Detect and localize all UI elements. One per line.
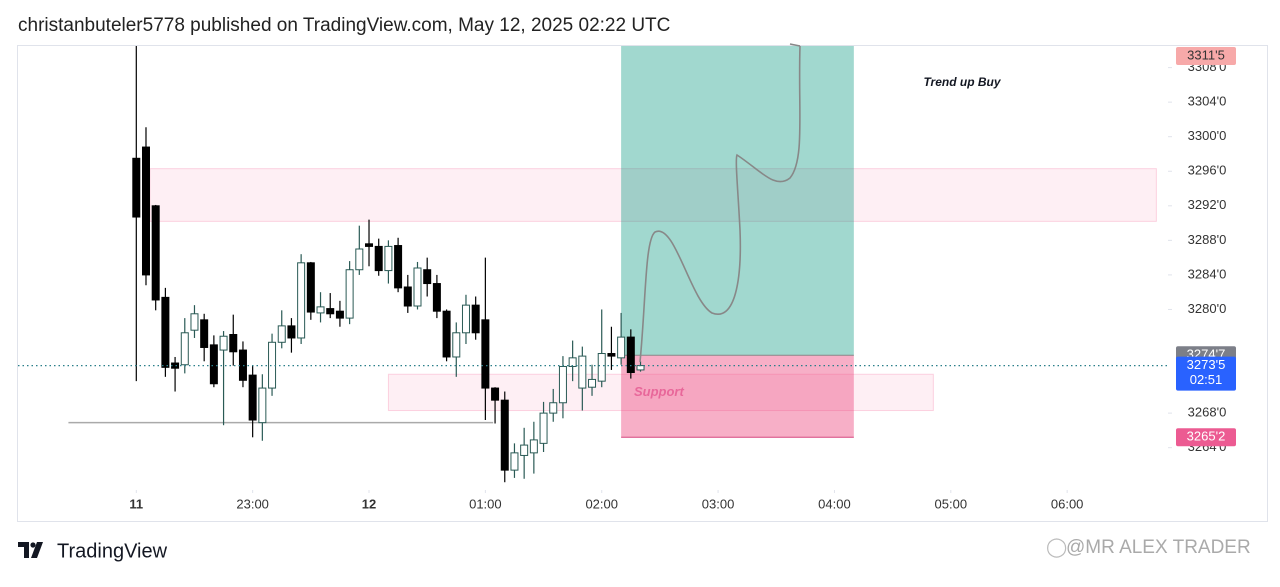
- candle-body: [365, 243, 374, 247]
- candle-body: [617, 336, 626, 359]
- watermark-icon: ◯: [1046, 537, 1067, 558]
- candle-body: [423, 269, 432, 285]
- candle-body: [491, 387, 500, 401]
- candle-body: [258, 387, 267, 424]
- candle-body: [549, 402, 558, 414]
- candle-body: [442, 310, 451, 358]
- candle-body: [229, 334, 238, 353]
- candle-body: [403, 286, 412, 307]
- stop-label: 3265'2: [1187, 429, 1226, 444]
- candle-body: [200, 319, 209, 348]
- candle-body: [452, 332, 461, 358]
- stop-label-box: [1176, 428, 1236, 447]
- y-tick-label: 3300'0: [1188, 128, 1227, 143]
- axes: 3264'03268'03280'03284'03288'03292'03296…: [129, 47, 1236, 511]
- candle-body: [209, 344, 218, 385]
- target-area: [621, 46, 854, 356]
- candle-body: [471, 304, 480, 334]
- candle-body: [597, 353, 606, 382]
- candle-body: [151, 205, 160, 301]
- candle-body: [326, 308, 335, 315]
- candle-body: [413, 267, 422, 307]
- last-price-label: 3273'5: [1187, 357, 1226, 372]
- candle-body: [180, 332, 189, 366]
- candle-body: [607, 353, 616, 357]
- candle-body: [316, 306, 325, 314]
- x-tick-label: 06:00: [1051, 496, 1084, 511]
- candle-body: [588, 378, 597, 388]
- x-tick-label: 01:00: [469, 496, 502, 511]
- candle-body: [219, 335, 228, 351]
- y-tick-label: 3268'0: [1188, 405, 1227, 420]
- x-tick-label: 23:00: [236, 496, 269, 511]
- candle-body: [161, 296, 170, 368]
- candle-body: [306, 262, 315, 313]
- brand-logo: [18, 542, 43, 558]
- last-price-box: [1176, 356, 1236, 391]
- candle-body: [248, 374, 257, 421]
- plot-area: Support Trend up Buy: [18, 46, 1168, 483]
- candle-body: [539, 412, 548, 444]
- candle-body: [297, 262, 306, 339]
- candle-body: [171, 362, 180, 369]
- y-tick-label: 3296'0: [1188, 163, 1227, 178]
- candle-body: [268, 341, 277, 389]
- x-tick-label: 02:00: [585, 496, 618, 511]
- candle-body: [141, 146, 150, 276]
- y-tick-label: 3288'0: [1188, 232, 1227, 247]
- candle-body: [529, 439, 538, 454]
- candle-body: [578, 355, 587, 389]
- candle-body: [132, 157, 141, 218]
- candle-body: [558, 365, 567, 404]
- y-tick-label: 3284'0: [1188, 266, 1227, 281]
- x-tick-label: 04:00: [818, 496, 851, 511]
- candle-body: [626, 336, 635, 374]
- x-tick-label: 03:00: [702, 496, 735, 511]
- target-label: 3311'5: [1187, 47, 1225, 62]
- candle-body: [432, 283, 441, 312]
- candle-body: [510, 452, 519, 471]
- stop-area: [621, 355, 854, 438]
- candle-body: [461, 304, 470, 334]
- y-tick-label: 3280'0: [1188, 301, 1227, 316]
- candle-body: [568, 357, 577, 367]
- forecast-drawing: [639, 43, 801, 363]
- candle-body: [277, 325, 286, 343]
- candle-body: [481, 319, 490, 389]
- y-tick-label: 3292'0: [1188, 197, 1227, 212]
- annotation: Trend up Buy: [923, 75, 1001, 89]
- header-title: christanbuteler5778 published on Trading…: [18, 15, 670, 36]
- watermark: @MR ALEX TRADER: [1066, 537, 1251, 558]
- candle-body: [238, 349, 247, 381]
- candle-body: [374, 245, 383, 272]
- brand-name: TradingView: [57, 540, 168, 562]
- y-tick-label: 3304'0: [1188, 94, 1227, 109]
- target-label-box: [1176, 47, 1236, 65]
- zone: [387, 373, 934, 412]
- countdown-label: 02:51: [1190, 372, 1223, 387]
- x-tick-label: 11: [129, 496, 143, 511]
- candle-body: [394, 245, 403, 289]
- zone: [149, 168, 1157, 222]
- candle-body: [345, 269, 354, 319]
- candle-body: [335, 310, 344, 319]
- candle-body: [636, 365, 645, 371]
- candle-body: [384, 245, 393, 272]
- chart-frame: [17, 45, 1268, 522]
- x-tick-label: 05:00: [935, 496, 968, 511]
- candle-body: [500, 399, 509, 471]
- candle-body: [520, 444, 529, 456]
- candle-body: [190, 313, 199, 331]
- candle-body: [355, 248, 364, 271]
- x-tick-label: 12: [362, 496, 376, 511]
- candle-body: [287, 325, 296, 339]
- zone-label: Support: [634, 384, 684, 399]
